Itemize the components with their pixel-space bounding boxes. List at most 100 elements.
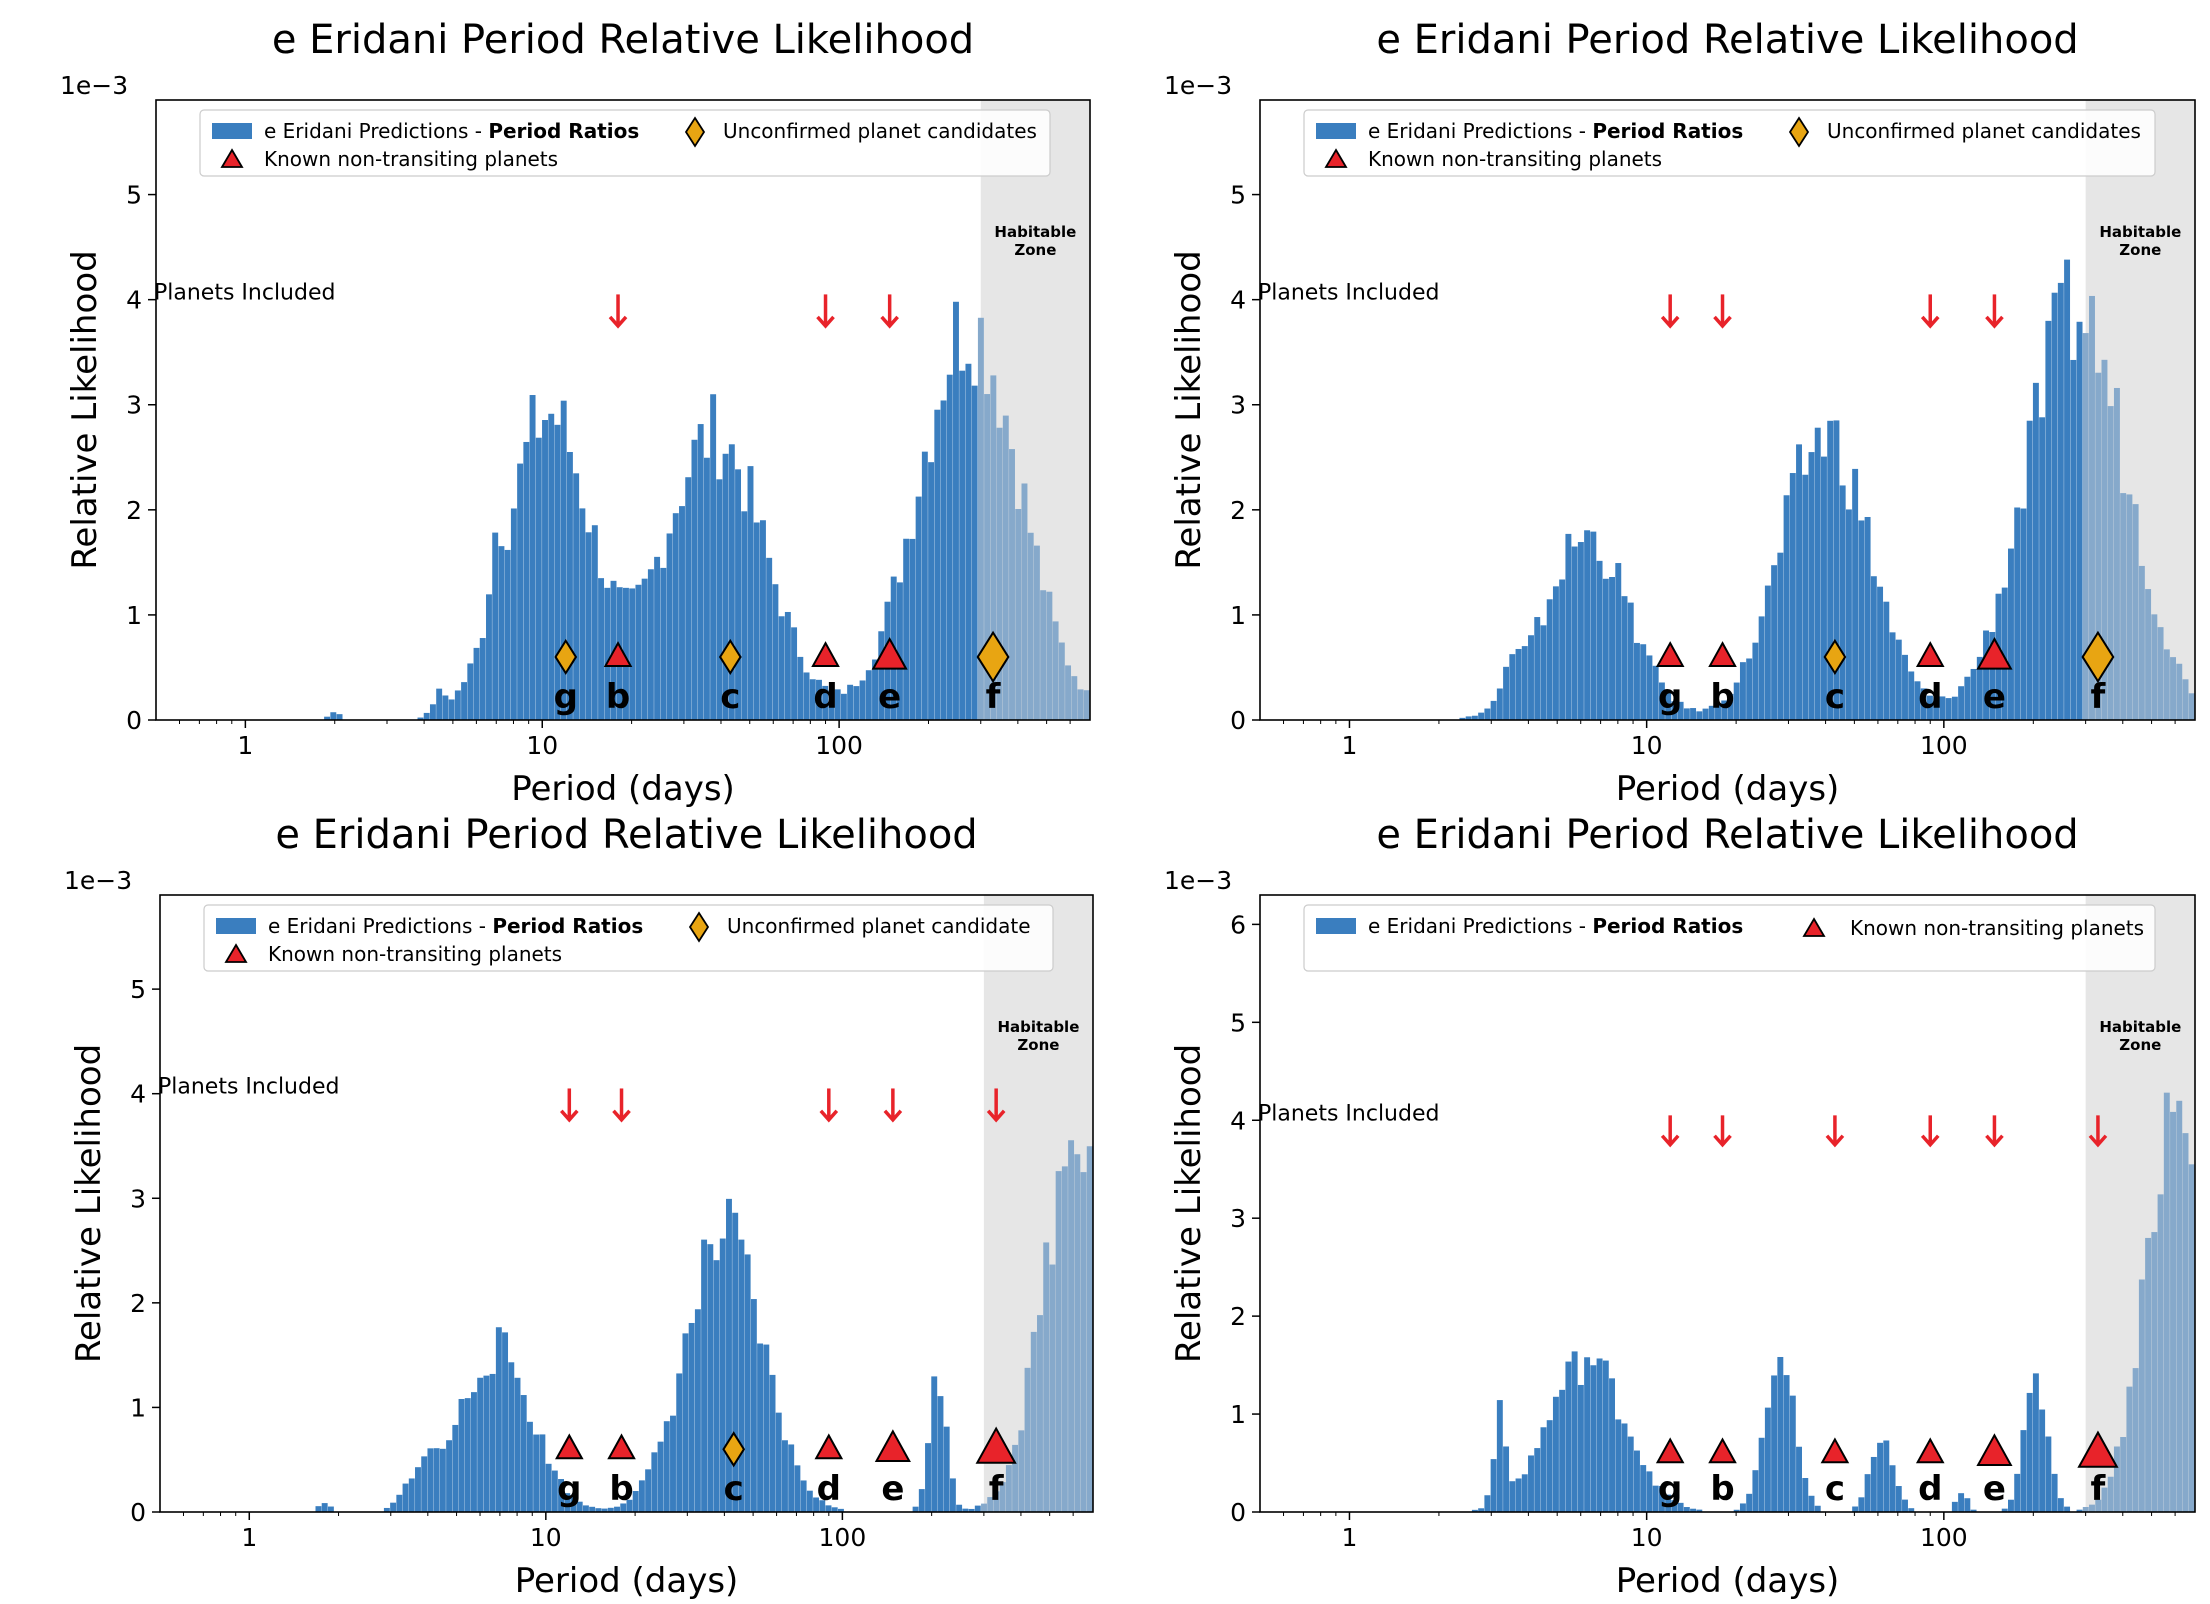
histogram-bar <box>1777 1356 1784 1512</box>
arrow-head <box>986 1109 1006 1123</box>
y-tick-label: 1 <box>1230 601 1246 630</box>
y-tick-label: 0 <box>126 706 142 735</box>
habitable-zone-label: Habitable Zone <box>2099 223 2181 259</box>
y-tick-label: 5 <box>126 181 142 210</box>
y-axis-multiplier: 1e−3 <box>60 71 128 100</box>
y-axis-multiplier: 1e−3 <box>64 866 132 895</box>
histogram-bar <box>2014 1473 2021 1512</box>
histogram-bar <box>1086 1146 1093 1512</box>
histogram-bar <box>1565 1361 1572 1512</box>
known-planet-marker-icon <box>1915 1437 1945 1464</box>
histogram-bar <box>523 441 530 720</box>
histogram-bar <box>1627 1436 1634 1512</box>
histogram-bar <box>915 496 922 720</box>
histogram-bar <box>1571 1351 1578 1512</box>
histogram-bar <box>878 631 885 720</box>
included-arrow-icon <box>1985 294 2004 329</box>
histogram-bar <box>433 1448 440 1512</box>
histogram-bar <box>1058 642 1065 720</box>
histogram-bar <box>925 1443 931 1512</box>
legend-candidate-label: Unconfirmed planet candidates <box>723 119 1037 143</box>
histogram-bar <box>670 1415 676 1512</box>
planet-label: c <box>1825 1469 1845 1509</box>
planets-included-label: Planets Included <box>1258 281 1439 306</box>
y-tick-label: 1 <box>1230 1400 1246 1429</box>
histogram-bar <box>1009 449 1015 720</box>
histogram-bar <box>956 1504 963 1512</box>
planets-included-label: Planets Included <box>158 1075 339 1100</box>
histogram-bar <box>473 647 480 720</box>
histogram-bar <box>710 394 717 720</box>
histogram-bar <box>1970 668 1977 720</box>
histogram-bar <box>1018 1430 1025 1512</box>
histogram-bar <box>679 506 685 720</box>
histogram-bar <box>2070 359 2077 720</box>
arrow-head <box>1985 315 2004 329</box>
histogram-bar <box>797 656 804 720</box>
histogram-bar <box>747 466 754 720</box>
histogram-bar <box>1596 1358 1603 1512</box>
histogram-bar <box>2120 493 2127 720</box>
histogram-bar <box>1615 1419 1622 1512</box>
histogram-bar <box>672 513 679 720</box>
histogram-bar <box>1908 671 1915 720</box>
histogram-bar <box>2157 1194 2164 1512</box>
histogram-bar <box>666 533 673 720</box>
histogram-bar <box>554 424 561 720</box>
histogram-bar <box>1920 688 1927 720</box>
histogram-bar <box>1758 616 1765 720</box>
histogram-bar <box>2132 1368 2139 1512</box>
legend-series-label: e Eridani Predictions - Period Ratios <box>264 119 639 143</box>
histogram-bar <box>1465 716 1472 720</box>
legend-series-swatch <box>1316 918 1356 934</box>
included-arrow-icon <box>2088 1115 2108 1148</box>
arrow-head <box>1713 1134 1732 1148</box>
histogram-bar <box>1471 1509 1478 1512</box>
histogram-bar <box>1870 1456 1877 1512</box>
candidate-planet-marker-icon <box>718 638 742 676</box>
histogram-bar <box>1646 655 1653 720</box>
included-arrow-icon <box>883 1088 903 1123</box>
histogram-bar <box>663 1421 670 1512</box>
histogram-bar <box>1951 696 1958 720</box>
histogram-bar <box>1046 591 1053 720</box>
histogram-bar <box>421 1456 428 1512</box>
histogram-bar <box>1490 1459 1497 1512</box>
arrow-head <box>816 315 835 329</box>
arrow-head <box>2088 1134 2108 1148</box>
planet-label: b <box>1710 677 1734 717</box>
histogram-bar <box>1702 708 1709 720</box>
habitable-zone-label: Habitable Zone <box>2099 1018 2181 1054</box>
histogram-bar <box>1671 1500 1678 1512</box>
histogram-bar <box>1559 579 1566 720</box>
histogram-bar <box>1671 701 1678 720</box>
histogram-bar <box>1771 1375 1778 1512</box>
y-tick-label: 1 <box>130 1393 146 1422</box>
planet-label: e <box>881 1469 904 1509</box>
histogram-bar <box>629 588 636 720</box>
histogram-bar <box>396 1494 403 1512</box>
histogram-bar <box>934 409 941 720</box>
axes-frame <box>159 894 1094 1513</box>
histogram-bar <box>1596 560 1603 720</box>
histogram-bar <box>1065 665 1072 720</box>
histogram-bar <box>1083 690 1090 720</box>
histogram-bar <box>685 477 692 720</box>
histogram-bar <box>1484 1495 1491 1512</box>
legend-candidate-label: Unconfirmed planet candidate <box>727 914 1031 938</box>
histogram-bar <box>1068 1140 1075 1512</box>
histogram-bar <box>1715 703 1721 720</box>
histogram-bar <box>782 1440 788 1512</box>
histogram-bar <box>840 693 847 720</box>
histogram-bar <box>688 1322 695 1512</box>
axes-frame <box>155 99 1091 721</box>
histogram-bar <box>1571 546 1578 720</box>
histogram-bar <box>1902 1499 1908 1512</box>
histogram-bar <box>539 1434 546 1512</box>
histogram-bar <box>1005 1465 1012 1512</box>
histogram-bar <box>943 1426 950 1512</box>
histogram-bar <box>732 1212 739 1512</box>
histogram-bar <box>769 1374 776 1512</box>
histogram-bar <box>1789 473 1796 720</box>
histogram-bar <box>1515 1478 1522 1512</box>
